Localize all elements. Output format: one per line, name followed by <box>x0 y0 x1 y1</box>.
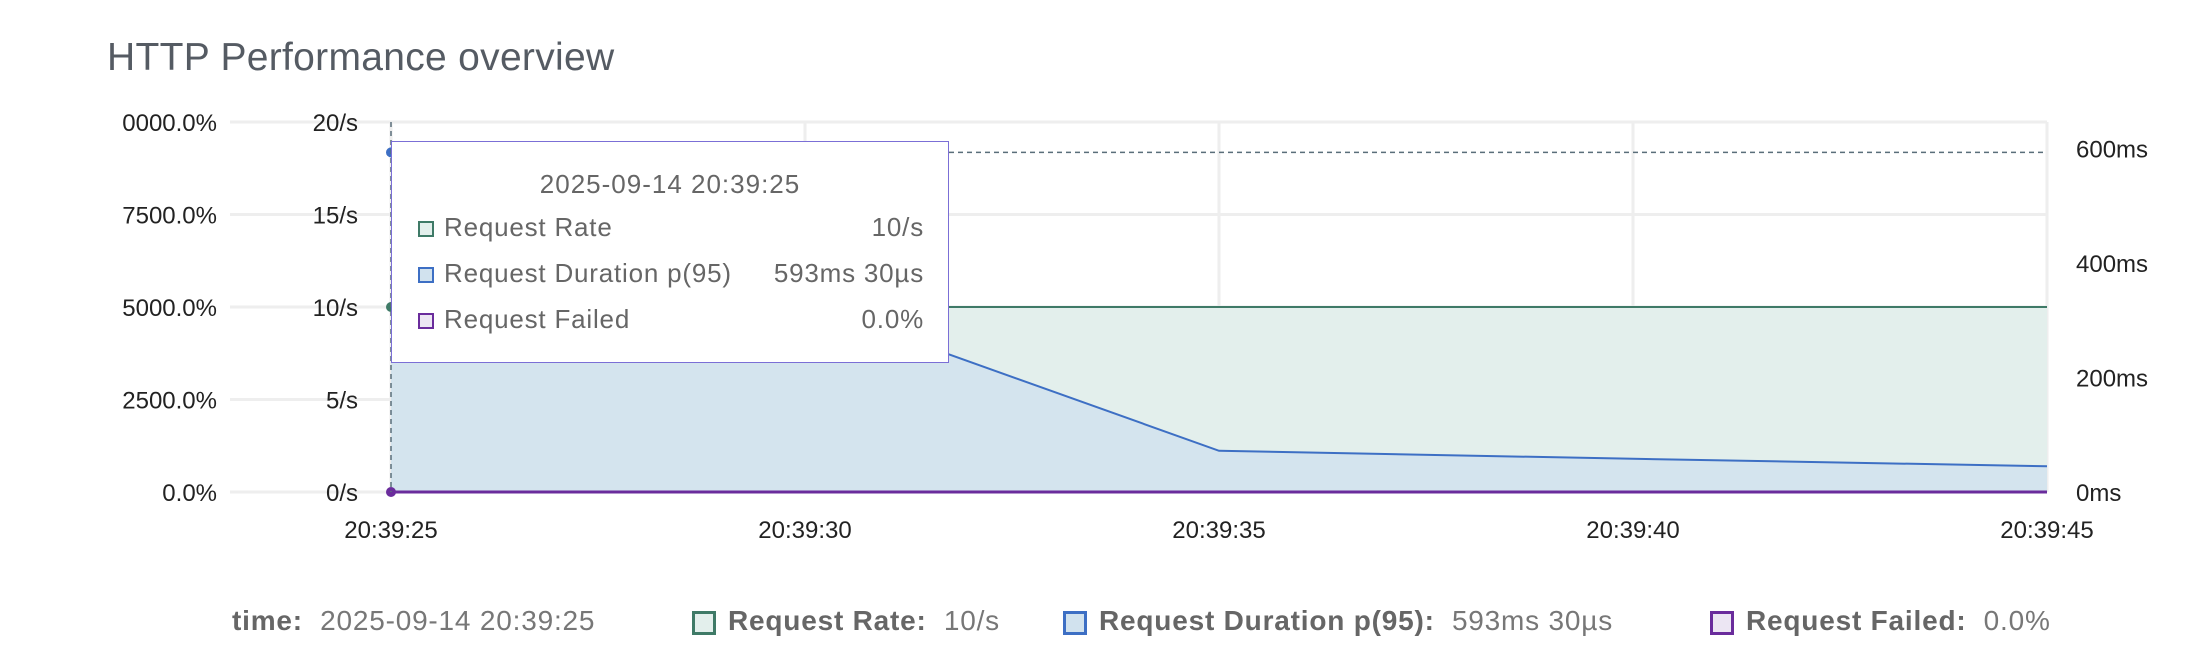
tooltip-row-value: 0.0% <box>861 304 924 334</box>
x-tick-label: 20:39:25 <box>344 517 437 544</box>
request-rate-legend-swatch-icon[interactable] <box>692 611 716 635</box>
chart-legend: time: 2025-09-14 20:39:25 Request Rate: … <box>0 605 2212 645</box>
chart-title: HTTP Performance overview <box>107 36 615 79</box>
legend-item-label: Request Failed: <box>1746 605 1967 636</box>
axis-layer: 20:39:25 20:39:30 20:39:35 20:39:40 20:39:45… <box>122 110 2148 544</box>
y-left-rate-tick-label: 20/s <box>313 110 358 137</box>
request-duration-legend-swatch-icon[interactable] <box>1063 611 1087 635</box>
legend-item-request-rate[interactable]: Request Rate: 10/s <box>728 605 1000 637</box>
legend-item-request-duration[interactable]: Request Duration p(95): 593ms 30µs <box>1099 605 1613 637</box>
tooltip-row-label: Request Duration p(95) <box>444 258 732 288</box>
x-tick-label: 20:39:30 <box>758 517 851 544</box>
x-tick-label: 20:39:45 <box>2000 517 2093 544</box>
legend-time-label: time: <box>232 605 303 636</box>
tooltip-row-request-failed: Request Failed 0.0% <box>418 304 924 340</box>
request-failed-swatch-icon <box>418 313 434 329</box>
y-left-rate-tick-label: 5/s <box>326 388 358 415</box>
request-duration-swatch-icon <box>418 267 434 283</box>
hover-tooltip: 2025-09-14 20:39:25 Request Rate 10/s Re… <box>391 141 949 363</box>
tooltip-row-request-duration: Request Duration p(95) 593ms 30µs <box>418 258 924 294</box>
x-tick-label: 20:39:40 <box>1586 517 1679 544</box>
tooltip-row-value: 593ms 30µs <box>773 258 924 288</box>
request-duration-p-95-area <box>391 152 2047 493</box>
tooltip-row-request-rate: Request Rate 10/s <box>418 212 924 248</box>
y-left-rate-tick-label: 0/s <box>326 480 358 507</box>
request-rate-swatch-icon <box>418 221 434 237</box>
y-left-failed-tick-label: 5000.0% <box>122 295 217 322</box>
y-left-failed-tick-label: 2500.0% <box>122 388 217 415</box>
legend-item-label: Request Duration p(95): <box>1099 605 1435 636</box>
y-left-rate-tick-label: 10/s <box>313 295 358 322</box>
tooltip-row-label: Request Failed <box>444 304 631 334</box>
y-left-failed-tick-label: 7500.0% <box>122 203 217 230</box>
tooltip-row-label: Request Rate <box>444 212 613 242</box>
chart-plot[interactable]: 20:39:25 20:39:30 20:39:35 20:39:40 20:39:45… <box>0 0 2212 600</box>
legend-item-value: 10/s <box>943 605 1000 636</box>
tooltip-date: 2025-09-14 20:39:25 <box>539 169 801 199</box>
legend-time: time: 2025-09-14 20:39:25 <box>232 605 595 637</box>
y-left-failed-tick-label: 0.0% <box>162 480 217 507</box>
y-right-duration-tick-label: 200ms <box>2076 365 2148 392</box>
legend-time-value: 2025-09-14 20:39:25 <box>320 605 596 636</box>
x-tick-label: 20:39:35 <box>1172 517 1265 544</box>
tooltip-row-value: 10/s <box>871 212 924 242</box>
legend-item-value: 593ms 30µs <box>1451 605 1614 636</box>
legend-item-request-failed[interactable]: Request Failed: 0.0% <box>1746 605 2051 637</box>
request-failed-legend-swatch-icon[interactable] <box>1710 611 1734 635</box>
y-right-duration-tick-label: 400ms <box>2076 251 2148 278</box>
y-left-rate-tick-label: 15/s <box>313 203 358 230</box>
legend-item-value: 0.0% <box>1983 605 2051 636</box>
y-left-failed-tick-label: 0000.0% <box>122 110 217 137</box>
legend-item-label: Request Rate: <box>728 605 927 636</box>
y-right-duration-tick-label: 0ms <box>2076 480 2121 507</box>
y-right-duration-tick-label: 600ms <box>2076 136 2148 163</box>
